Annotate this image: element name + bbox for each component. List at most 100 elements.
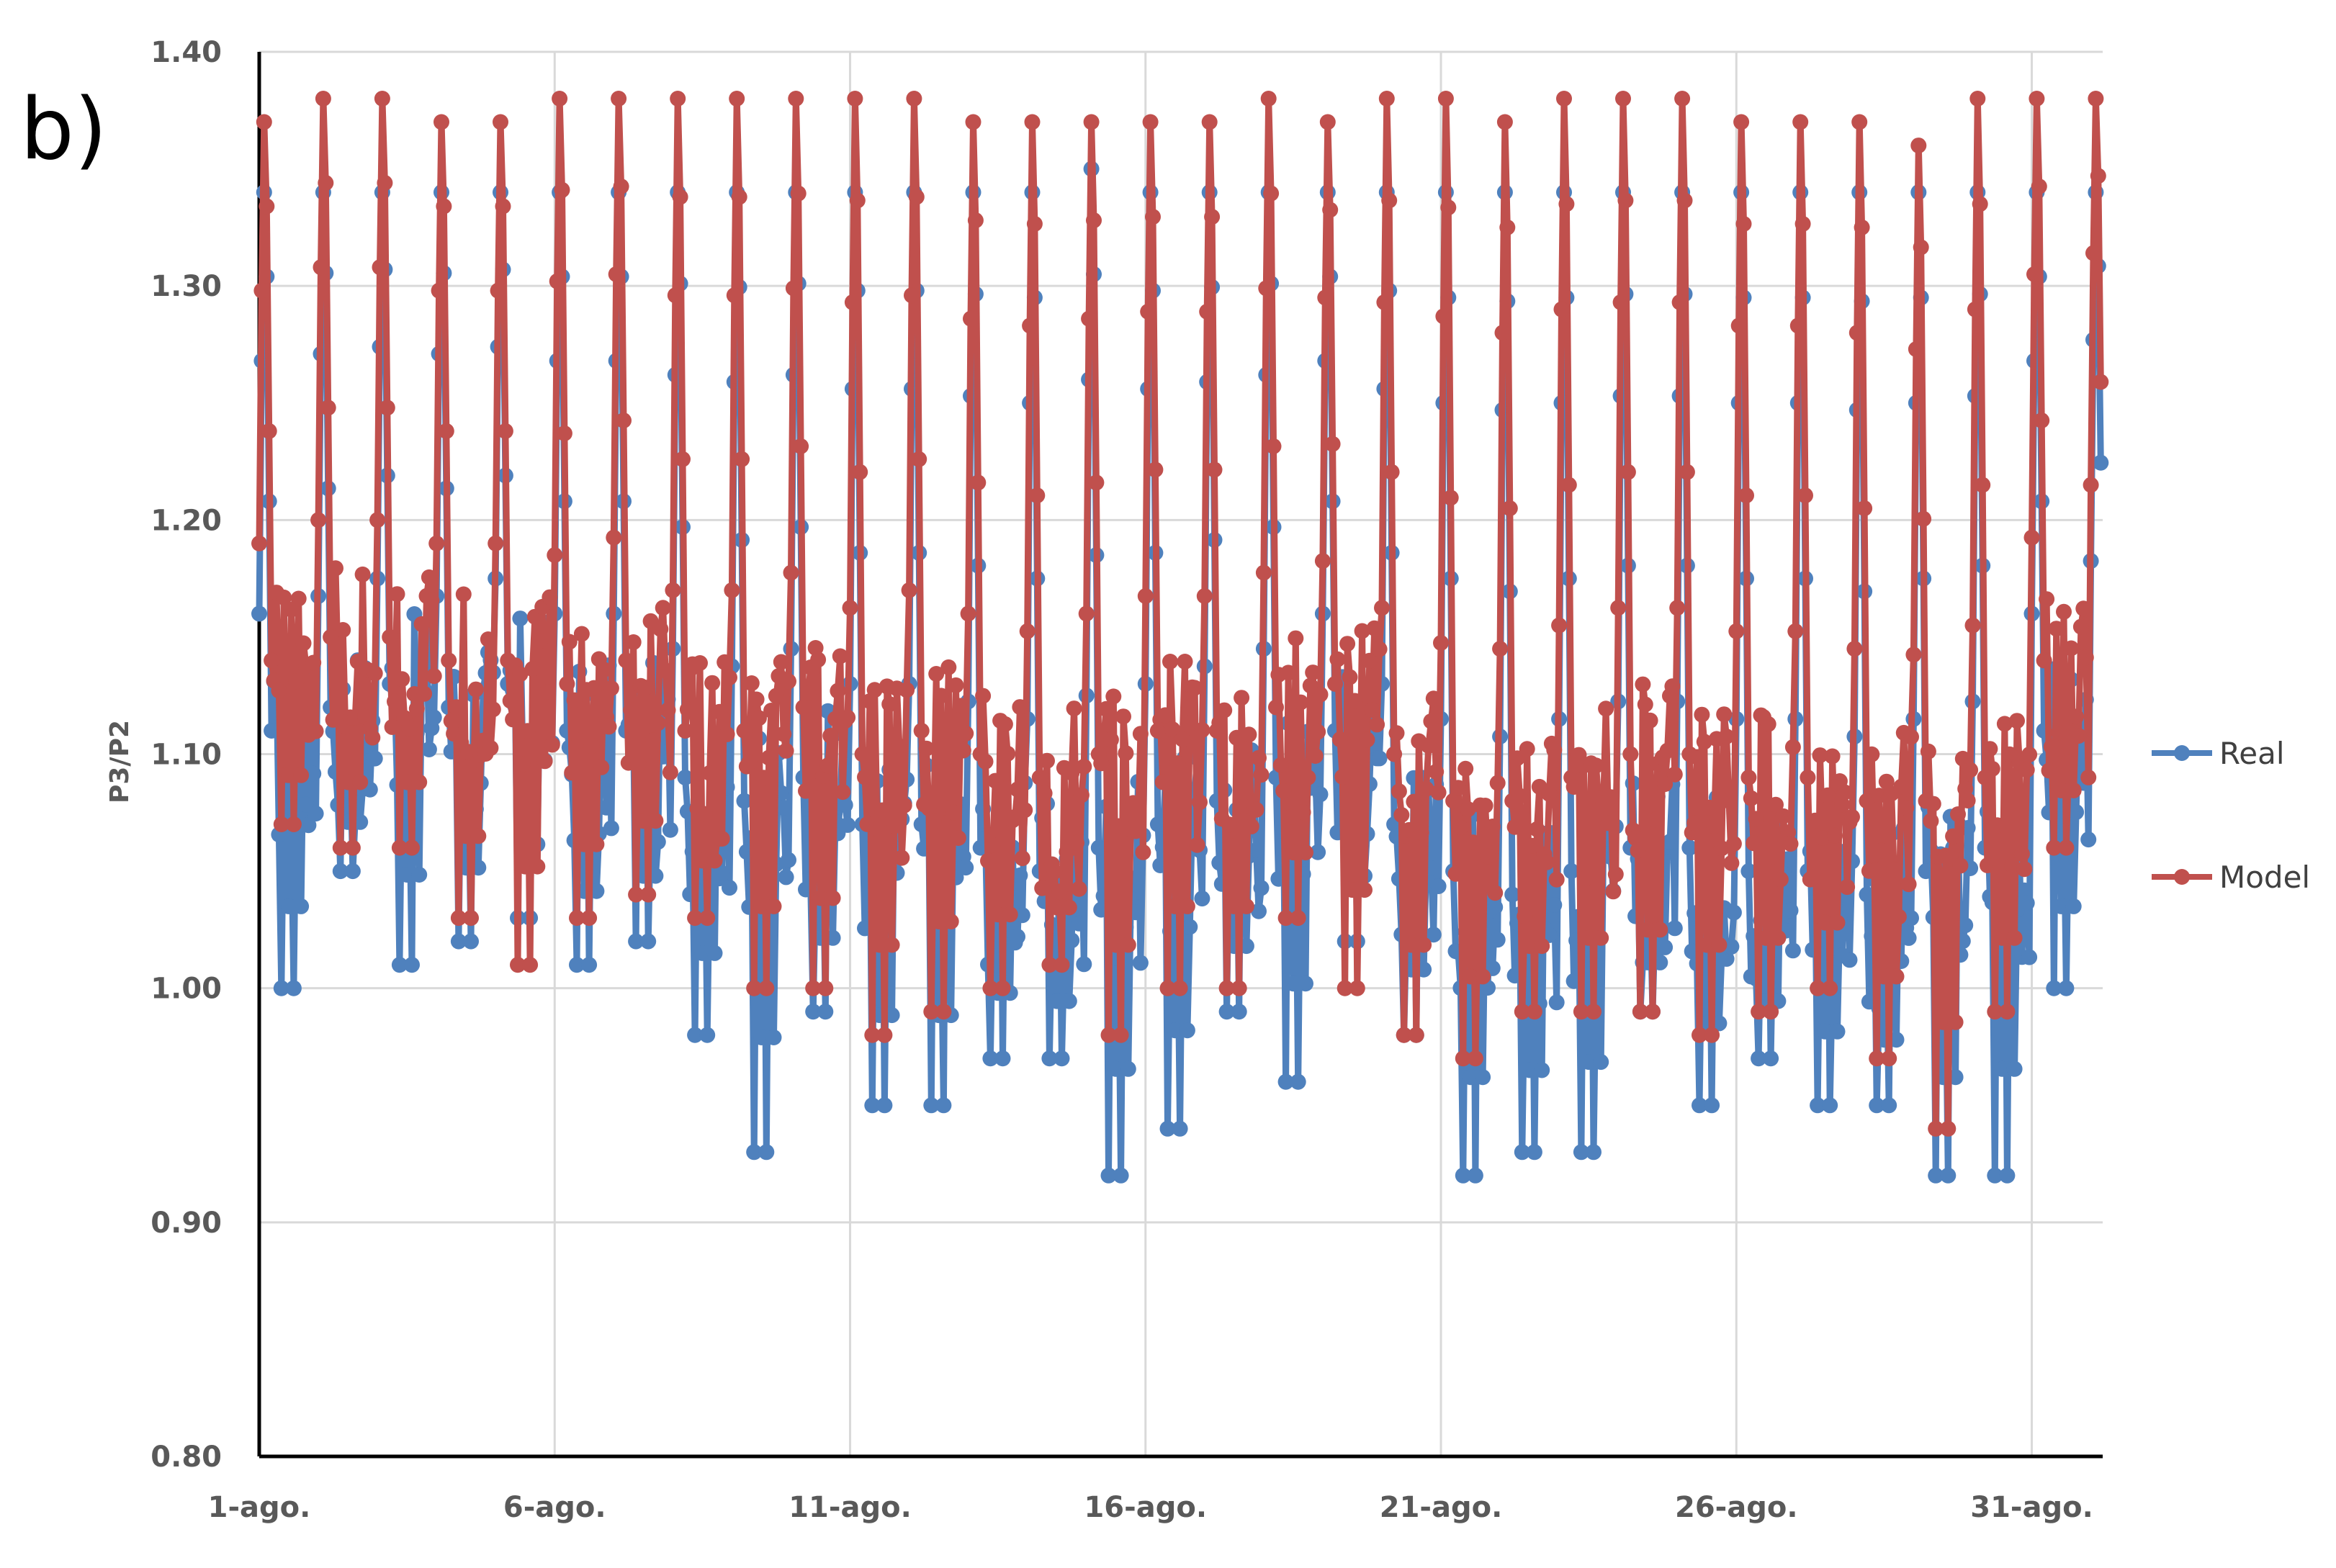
data-point [1489,775,1506,791]
data-point [1349,980,1365,996]
data-point [1908,341,1924,357]
data-point [1696,734,1712,750]
data-point [554,181,570,198]
data-point [706,852,723,869]
data-point [1484,819,1501,834]
y-tick-label: 1.30 [151,270,222,303]
data-point [1928,1120,1944,1137]
data-point [637,680,654,696]
data-point [305,654,322,671]
data-point [670,91,686,107]
data-point [581,957,598,973]
data-point [876,1097,893,1114]
data-point [948,677,964,693]
data-point [1664,678,1681,695]
data-point [1361,652,1378,669]
data-point [2068,708,2085,725]
data-point [1039,752,1055,769]
data-point [2093,454,2109,471]
data-point [1450,780,1466,796]
data-point [1794,216,1811,232]
data-point [463,933,479,950]
data-point [1169,755,1186,772]
data-point [470,828,487,844]
data-point [675,451,691,467]
data-point [1509,750,1525,767]
data-point [426,668,442,685]
data-point [1154,774,1171,790]
data-point [975,688,992,704]
x-tick-label: 6-ago. [503,1491,606,1524]
data-point [830,682,846,699]
data-point [2036,652,2052,669]
data-point [256,114,272,130]
data-point [1900,929,1917,946]
data-point [463,910,479,927]
data-point [1017,802,1033,819]
data-point [1418,780,1434,797]
data-point [1310,724,1326,740]
data-point [1602,789,1619,806]
data-point [628,933,644,950]
data-point [369,512,386,528]
data-point [1061,993,1077,1009]
data-point [1196,588,1213,604]
data-point [955,742,971,759]
data-point [650,715,666,731]
data-point [394,671,410,688]
data-point [987,772,1004,789]
data-point [431,282,447,299]
data-point [253,282,270,299]
data-point [1964,617,1981,634]
data-point [559,675,575,692]
data-point [908,189,925,205]
data-point [1915,510,1932,527]
data-point [1959,793,1976,808]
data-point [645,732,661,749]
data-point [1277,1073,1294,1090]
data-point [1167,1022,1183,1039]
data-point [561,634,578,650]
data-point [1588,757,1604,774]
data-point [490,282,506,299]
data-point [1290,910,1306,927]
data-point [994,1050,1011,1067]
data-point [1893,778,1910,795]
legend-marker [2174,869,2190,885]
data-point [502,693,518,709]
data-point [751,710,767,726]
data-point [1416,937,1432,953]
data-point [443,713,459,729]
data-point [920,800,937,816]
data-point [1748,811,1764,827]
data-point [736,793,753,809]
data-point [1758,929,1774,946]
data-point [290,590,307,607]
data-point [1189,837,1205,853]
data-point [1957,917,1974,934]
data-point [1782,836,1799,852]
data-point [1824,748,1841,765]
data-point [871,937,888,953]
data-point [1692,1097,1707,1114]
data-point [1822,980,1838,996]
data-point [876,1027,893,1043]
data-point [652,621,669,637]
data-point [510,957,526,973]
data-point [344,839,361,856]
data-point [842,600,858,616]
data-point [330,665,346,682]
data-point [1524,837,1540,854]
data-point [1854,219,1870,235]
data-point [778,869,794,886]
data-point [1810,980,1826,996]
data-point [1859,886,1875,903]
data-point [1933,886,1949,901]
data-point [1522,1062,1538,1078]
data-point [1925,796,1941,812]
data-point [1347,693,1363,709]
data-point [404,957,420,973]
data-point [911,451,927,467]
data-point [904,287,920,304]
